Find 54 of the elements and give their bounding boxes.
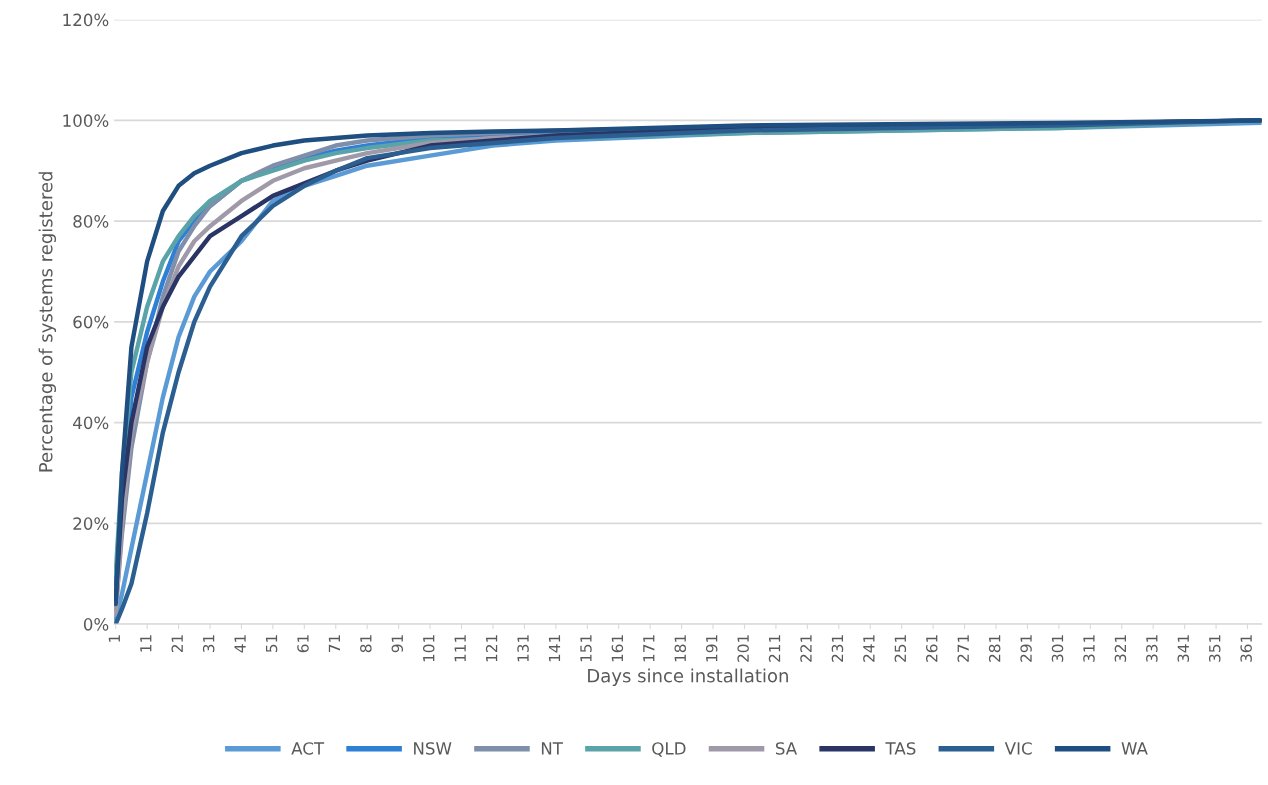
x-tick-label: 211	[768, 635, 781, 662]
x-tick-label: 311	[1083, 635, 1095, 662]
x-tick-label: 121	[485, 635, 498, 662]
x-tick-label: 351	[1208, 635, 1221, 662]
legend-label: TAS	[885, 742, 916, 755]
x-tick-label: 91	[391, 635, 404, 653]
y-tick-label: 40%	[73, 416, 109, 430]
x-tick-label: 271	[957, 635, 969, 662]
legend-label: SA	[775, 742, 798, 755]
y-tick-label: 120%	[63, 13, 109, 27]
x-tick-label: 321	[1114, 635, 1127, 662]
legend-label: ACT	[291, 742, 325, 755]
x-axis-title: Days since installation	[588, 668, 788, 686]
legend-label: QLD	[652, 742, 686, 757]
legend-label: NT	[541, 742, 563, 755]
x-tick-label: 291	[1020, 635, 1032, 662]
y-axis-title: Percentage of systems registered	[38, 172, 57, 472]
x-tick-label: 111	[454, 635, 466, 662]
x-tick-label: 31	[202, 635, 215, 653]
x-tick-label: 341	[1177, 635, 1190, 662]
x-tick-label: 301	[1051, 635, 1064, 662]
x-tick-label: 151	[580, 635, 592, 662]
legend-label: NSW	[414, 742, 452, 755]
x-tick-label: 331	[1146, 635, 1158, 662]
x-tick-label: 231	[831, 635, 844, 662]
x-tick-label: 81	[360, 635, 372, 653]
x-tick-label: 251	[894, 635, 907, 662]
y-tick-label: 100%	[63, 114, 109, 127]
x-tick-label: 241	[863, 635, 875, 662]
x-tick-label: 141	[548, 635, 561, 662]
x-tick-label: 61	[297, 635, 309, 653]
x-tick-label: 21	[171, 635, 183, 653]
x-tick-label: 71	[328, 635, 340, 652]
x-tick-label: 281	[988, 635, 1001, 662]
x-tick-label: 261	[925, 635, 938, 662]
x-tick-label: 41	[234, 635, 246, 653]
x-tick-label: 1	[108, 635, 120, 642]
x-tick-label: 201	[737, 635, 749, 662]
x-tick-label: 361	[1240, 635, 1252, 662]
legend-label: WA	[1121, 742, 1148, 755]
y-tick-label: 60%	[73, 315, 109, 329]
x-tick-label: 221	[800, 635, 812, 662]
y-tick-label: 0%	[83, 618, 109, 631]
x-tick-label: 181	[674, 635, 687, 662]
x-tick-label: 11	[140, 635, 152, 652]
y-tick-label: 80%	[73, 215, 109, 228]
x-tick-label: 191	[705, 635, 718, 662]
x-tick-label: 101	[422, 635, 435, 662]
x-tick-label: 131	[517, 635, 529, 662]
x-tick-label: 161	[611, 635, 624, 662]
legend-label: VIC	[1004, 742, 1032, 755]
x-tick-label: 51	[265, 635, 278, 653]
x-tick-label: 171	[643, 635, 655, 662]
y-tick-label: 20%	[73, 517, 109, 530]
